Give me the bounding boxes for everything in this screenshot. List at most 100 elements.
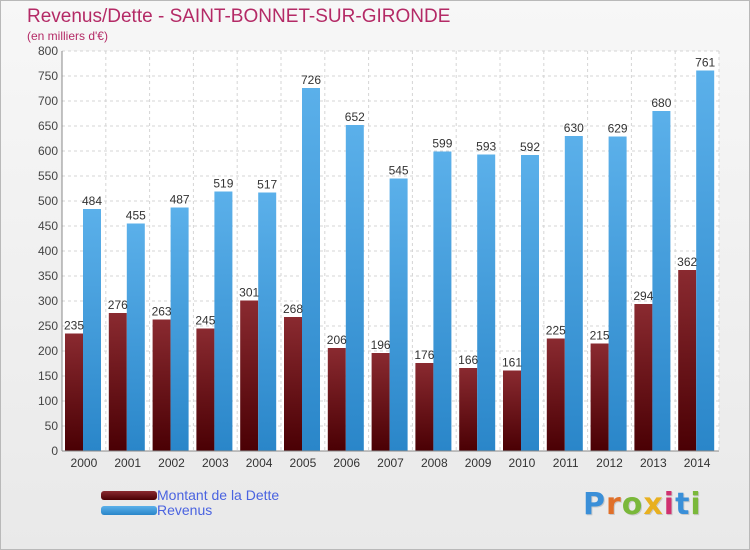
logo-letter: r: [606, 487, 622, 522]
data-label-revenus: 680: [651, 96, 671, 110]
data-label-dette: 263: [152, 305, 172, 319]
x-tick-label: 2002: [158, 456, 185, 470]
legend-swatch-revenus: [101, 506, 157, 515]
legend-item-revenus: Revenus: [101, 503, 279, 518]
x-tick-label: 2000: [71, 456, 98, 470]
proxiti-logo: Proxiti: [583, 487, 702, 522]
data-label-revenus: 629: [608, 122, 628, 136]
x-tick-label: 2009: [465, 456, 492, 470]
bar-revenus: [521, 155, 539, 451]
y-tick-label: 400: [38, 244, 58, 258]
bar-dette: [678, 270, 697, 451]
legend: Montant de la Dette Revenus: [101, 488, 279, 518]
bar-revenus: [83, 209, 101, 451]
y-tick-label: 0: [51, 444, 58, 458]
data-label-revenus: 592: [520, 140, 540, 154]
bar-dette: [590, 343, 609, 451]
y-tick-label: 50: [45, 419, 59, 433]
y-tick-label: 650: [38, 119, 58, 133]
y-tick-label: 300: [38, 294, 58, 308]
x-tick-label: 2004: [246, 456, 273, 470]
chart-subtitle: (en milliers d'€): [27, 29, 108, 43]
legend-label-dette: Montant de la Dette: [157, 487, 280, 503]
bar-revenus: [652, 111, 671, 451]
data-label-revenus: 761: [695, 56, 715, 70]
data-label-revenus: 487: [170, 193, 190, 207]
y-tick-label: 350: [38, 269, 58, 283]
data-label-dette: 245: [195, 314, 215, 328]
bar-revenus: [608, 136, 627, 451]
bar-revenus: [258, 192, 277, 451]
y-tick-label: 500: [38, 194, 58, 208]
y-tick-label: 750: [38, 69, 58, 83]
bar-dette: [284, 317, 302, 451]
logo-letter: t: [675, 487, 691, 522]
x-tick-label: 2010: [509, 456, 536, 470]
bar-dette: [240, 300, 259, 451]
x-tick-label: 2006: [333, 456, 360, 470]
bar-revenus: [302, 88, 320, 451]
data-label-revenus: 652: [345, 110, 365, 124]
y-tick-label: 800: [38, 44, 58, 58]
data-label-dette: 196: [371, 338, 391, 352]
data-label-dette: 362: [677, 255, 697, 269]
y-tick-label: 450: [38, 219, 58, 233]
bar-dette: [459, 368, 478, 451]
legend-swatch-dette: [101, 491, 157, 500]
data-label-revenus: 519: [213, 177, 233, 191]
x-tick-label: 2007: [377, 456, 404, 470]
legend-label-revenus: Revenus: [157, 502, 213, 518]
data-label-revenus: 484: [82, 194, 102, 208]
x-tick-label: 2011: [553, 456, 579, 470]
data-label-dette: 206: [327, 333, 347, 347]
bar-dette: [503, 370, 521, 451]
x-tick-label: 2013: [640, 456, 667, 470]
bar-revenus: [389, 178, 408, 451]
data-label-revenus: 517: [257, 178, 277, 192]
bar-revenus: [477, 154, 496, 451]
logo-letter: P: [583, 487, 606, 522]
y-tick-label: 250: [38, 319, 58, 333]
data-label-dette: 176: [414, 348, 434, 362]
y-tick-label: 550: [38, 169, 58, 183]
bar-dette: [196, 328, 215, 451]
x-tick-label: 2001: [114, 456, 141, 470]
bar-dette: [546, 338, 565, 451]
legend-item-dette: Montant de la Dette: [101, 488, 279, 503]
bar-dette: [65, 333, 83, 451]
data-label-dette: 161: [502, 356, 522, 370]
data-label-dette: 225: [546, 324, 566, 338]
x-tick-label: 2014: [684, 456, 711, 470]
data-label-dette: 301: [239, 286, 259, 300]
data-label-dette: 294: [633, 289, 653, 303]
bar-dette: [634, 304, 653, 451]
y-tick-label: 700: [38, 94, 58, 108]
data-label-dette: 166: [458, 353, 478, 367]
bar-revenus: [126, 223, 145, 451]
data-label-revenus: 630: [564, 121, 584, 135]
data-label-revenus: 726: [301, 73, 321, 87]
x-tick-label: 2005: [290, 456, 317, 470]
data-label-dette: 276: [108, 298, 128, 312]
bar-dette: [108, 313, 127, 451]
bar-dette: [371, 353, 390, 451]
x-tick-label: 2012: [596, 456, 623, 470]
bar-revenus: [170, 207, 189, 451]
bar-revenus: [345, 125, 364, 451]
data-label-revenus: 599: [432, 137, 452, 151]
bar-dette: [415, 363, 434, 451]
chart-title: Revenus/Dette - SAINT-BONNET-SUR-GIRONDE: [27, 6, 451, 27]
data-label-revenus: 545: [389, 164, 409, 178]
data-label-revenus: 593: [476, 140, 496, 154]
data-label-dette: 215: [590, 329, 610, 343]
y-tick-label: 600: [38, 144, 58, 158]
y-tick-label: 200: [38, 344, 58, 358]
y-tick-label: 100: [38, 394, 58, 408]
bar-dette: [327, 348, 346, 451]
x-tick-label: 2008: [421, 456, 448, 470]
bar-revenus: [433, 151, 452, 451]
bar-revenus: [696, 70, 715, 451]
y-tick-label: 150: [38, 369, 58, 383]
